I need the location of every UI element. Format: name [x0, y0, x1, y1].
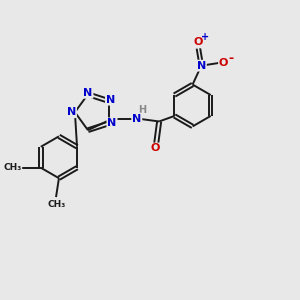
Text: O: O [150, 143, 160, 154]
Text: N: N [132, 114, 141, 124]
Text: H: H [139, 105, 147, 116]
Text: CH₃: CH₃ [3, 163, 21, 172]
Text: CH₃: CH₃ [47, 200, 66, 209]
Text: O: O [219, 58, 228, 68]
Text: N: N [83, 88, 93, 98]
Text: N: N [67, 107, 76, 117]
Text: N: N [106, 95, 115, 105]
Text: O: O [194, 38, 203, 47]
Text: +: + [201, 32, 209, 42]
Text: N: N [107, 118, 117, 128]
Text: -: - [229, 52, 234, 65]
Text: N: N [197, 61, 206, 71]
